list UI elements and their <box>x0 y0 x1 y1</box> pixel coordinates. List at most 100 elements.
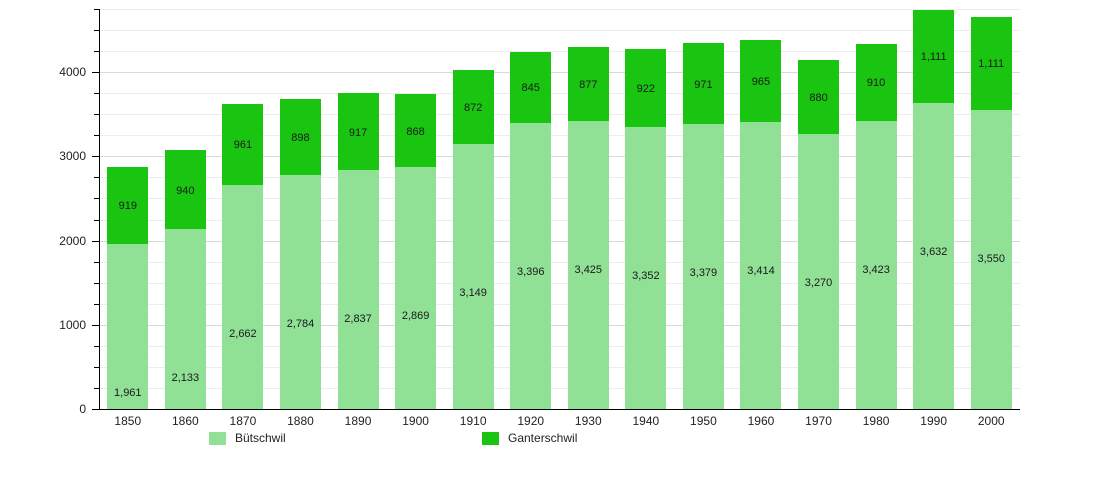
legend-label: Bütschwil <box>235 431 286 445</box>
gridline-minor <box>99 303 1020 305</box>
bar-segment-ganterschwil[interactable]: 922 <box>625 49 667 127</box>
bar-segment-buetschwil[interactable]: 3,423 <box>855 120 897 409</box>
bar-value-label: 3,379 <box>689 267 718 280</box>
bar-segment-ganterschwil[interactable]: 917 <box>337 92 379 171</box>
bar-segment-buetschwil[interactable]: 3,550 <box>970 110 1012 409</box>
bar-segment-buetschwil[interactable]: 2,133 <box>164 229 206 409</box>
gridline-major <box>99 240 1020 242</box>
bar-segment-ganterschwil[interactable]: 971 <box>682 42 724 125</box>
bar-group[interactable]: 3,270 880 <box>798 9 840 409</box>
bar-segment-ganterschwil[interactable]: 898 <box>279 98 321 175</box>
x-axis-label: 2000 <box>977 414 1005 428</box>
bar-segment-buetschwil[interactable]: 3,414 <box>740 121 782 409</box>
plot-area: 1,961 919 2,133 940 2,662 961 2,784 898 2,837 917… <box>99 9 1020 409</box>
y-tick-minor <box>94 177 99 179</box>
legend-item[interactable]: Ganterschwil <box>482 431 577 445</box>
y-tick-minor <box>94 51 99 53</box>
y-axis-line <box>99 9 100 410</box>
bar-group[interactable]: 3,632 1,111 <box>913 9 955 409</box>
x-axis-label: 1930 <box>574 414 602 428</box>
y-tick-minor <box>94 303 99 305</box>
bar-group[interactable]: 1,961 919 <box>107 9 149 409</box>
bar-segment-ganterschwil[interactable]: 910 <box>855 44 897 121</box>
gridline-minor <box>99 387 1020 389</box>
bar-segment-buetschwil[interactable]: 3,379 <box>682 124 724 409</box>
gridline-minor <box>99 30 1020 32</box>
bar-value-label: 3,149 <box>459 286 487 299</box>
gridline-minor <box>99 261 1020 263</box>
y-axis-label: 1000 <box>59 317 86 332</box>
bar-segment-ganterschwil[interactable]: 868 <box>395 94 437 168</box>
bar-group[interactable]: 2,784 898 <box>279 9 321 409</box>
bar-group[interactable]: 3,425 877 <box>567 9 609 409</box>
y-tick-minor <box>94 345 99 347</box>
bar-segment-buetschwil[interactable]: 3,425 <box>567 120 609 409</box>
bar-group[interactable]: 3,352 922 <box>625 9 667 409</box>
bar-value-label: 3,270 <box>804 276 833 289</box>
bar-value-label: 877 <box>579 78 598 91</box>
bar-value-label: 3,423 <box>862 263 890 276</box>
y-tick-minor <box>94 93 99 95</box>
x-axis-label: 1940 <box>632 414 660 428</box>
bar-segment-buetschwil[interactable]: 3,632 <box>913 103 955 409</box>
bar-segment-ganterschwil[interactable]: 877 <box>567 46 609 121</box>
bar-segment-ganterschwil[interactable]: 961 <box>222 103 264 185</box>
y-axis-label: 0 <box>79 402 86 416</box>
bar-value-label: 910 <box>866 77 886 90</box>
x-axis-label: 1870 <box>229 414 257 428</box>
y-axis-label: 4000 <box>59 65 86 80</box>
bar-segment-ganterschwil[interactable]: 940 <box>164 150 206 230</box>
bar-segment-ganterschwil[interactable]: 965 <box>740 40 782 122</box>
y-tick-minor <box>94 9 99 10</box>
bar-group[interactable]: 3,423 910 <box>855 9 897 409</box>
bar-segment-buetschwil[interactable]: 3,149 <box>452 143 494 409</box>
legend-label: Ganterschwil <box>508 431 578 445</box>
y-tick-minor <box>94 261 99 263</box>
bar-group[interactable]: 2,837 917 <box>337 9 379 409</box>
x-axis-label: 1890 <box>344 414 372 428</box>
bar-group[interactable]: 2,662 961 <box>222 9 264 409</box>
bar-value-label: 965 <box>751 75 771 88</box>
bar-group[interactable]: 3,414 965 <box>740 9 782 409</box>
bar-value-label: 3,352 <box>632 269 660 282</box>
y-tick-minor <box>94 114 99 116</box>
legend-swatch-icon <box>482 431 499 445</box>
bar-group[interactable]: 2,133 940 <box>164 9 206 409</box>
y-tick-major <box>92 409 99 410</box>
bar-segment-ganterschwil[interactable]: 872 <box>452 70 494 144</box>
bar-segment-buetschwil[interactable]: 3,270 <box>798 133 840 409</box>
y-tick-minor <box>94 135 99 137</box>
y-tick-major <box>92 72 99 74</box>
y-tick-major <box>92 240 99 242</box>
y-axis-label: 2000 <box>59 233 86 248</box>
bar-group[interactable]: 3,149 872 <box>452 9 494 409</box>
bar-group[interactable]: 2,869 868 <box>395 9 437 409</box>
bar-segment-buetschwil[interactable]: 2,662 <box>222 184 264 409</box>
bar-segment-buetschwil[interactable]: 3,396 <box>510 123 552 409</box>
bar-segment-ganterschwil[interactable]: 845 <box>510 51 552 124</box>
bar-group[interactable]: 3,396 845 <box>510 9 552 409</box>
bar-segment-ganterschwil[interactable]: 1,111 <box>913 9 955 104</box>
bar-segment-buetschwil[interactable]: 2,837 <box>337 170 379 409</box>
bar-value-label: 1,111 <box>920 51 947 64</box>
gridline-major <box>99 324 1020 326</box>
bar-segment-buetschwil[interactable]: 2,869 <box>395 167 437 409</box>
bar-group[interactable]: 3,550 1,111 <box>970 9 1012 409</box>
bar-segment-buetschwil[interactable]: 3,352 <box>625 126 667 409</box>
bar-value-label: 872 <box>463 102 483 115</box>
bar-value-label: 961 <box>233 139 253 152</box>
bar-value-label: 3,425 <box>574 263 603 276</box>
bar-segment-buetschwil[interactable]: 1,961 <box>107 243 149 409</box>
bar-segment-ganterschwil[interactable]: 919 <box>107 166 149 244</box>
bar-group[interactable]: 3,379 971 <box>682 9 724 409</box>
y-tick-minor <box>94 387 99 389</box>
x-axis-label: 1950 <box>690 414 717 428</box>
bar-segment-ganterschwil[interactable]: 1,111 <box>970 16 1012 111</box>
y-tick-major <box>92 156 99 158</box>
bar-segment-buetschwil[interactable]: 2,784 <box>279 174 321 409</box>
bar-value-label: 917 <box>348 126 368 139</box>
legend-item[interactable]: Bütschwil <box>209 431 286 445</box>
bar-segment-ganterschwil[interactable]: 880 <box>798 59 840 134</box>
